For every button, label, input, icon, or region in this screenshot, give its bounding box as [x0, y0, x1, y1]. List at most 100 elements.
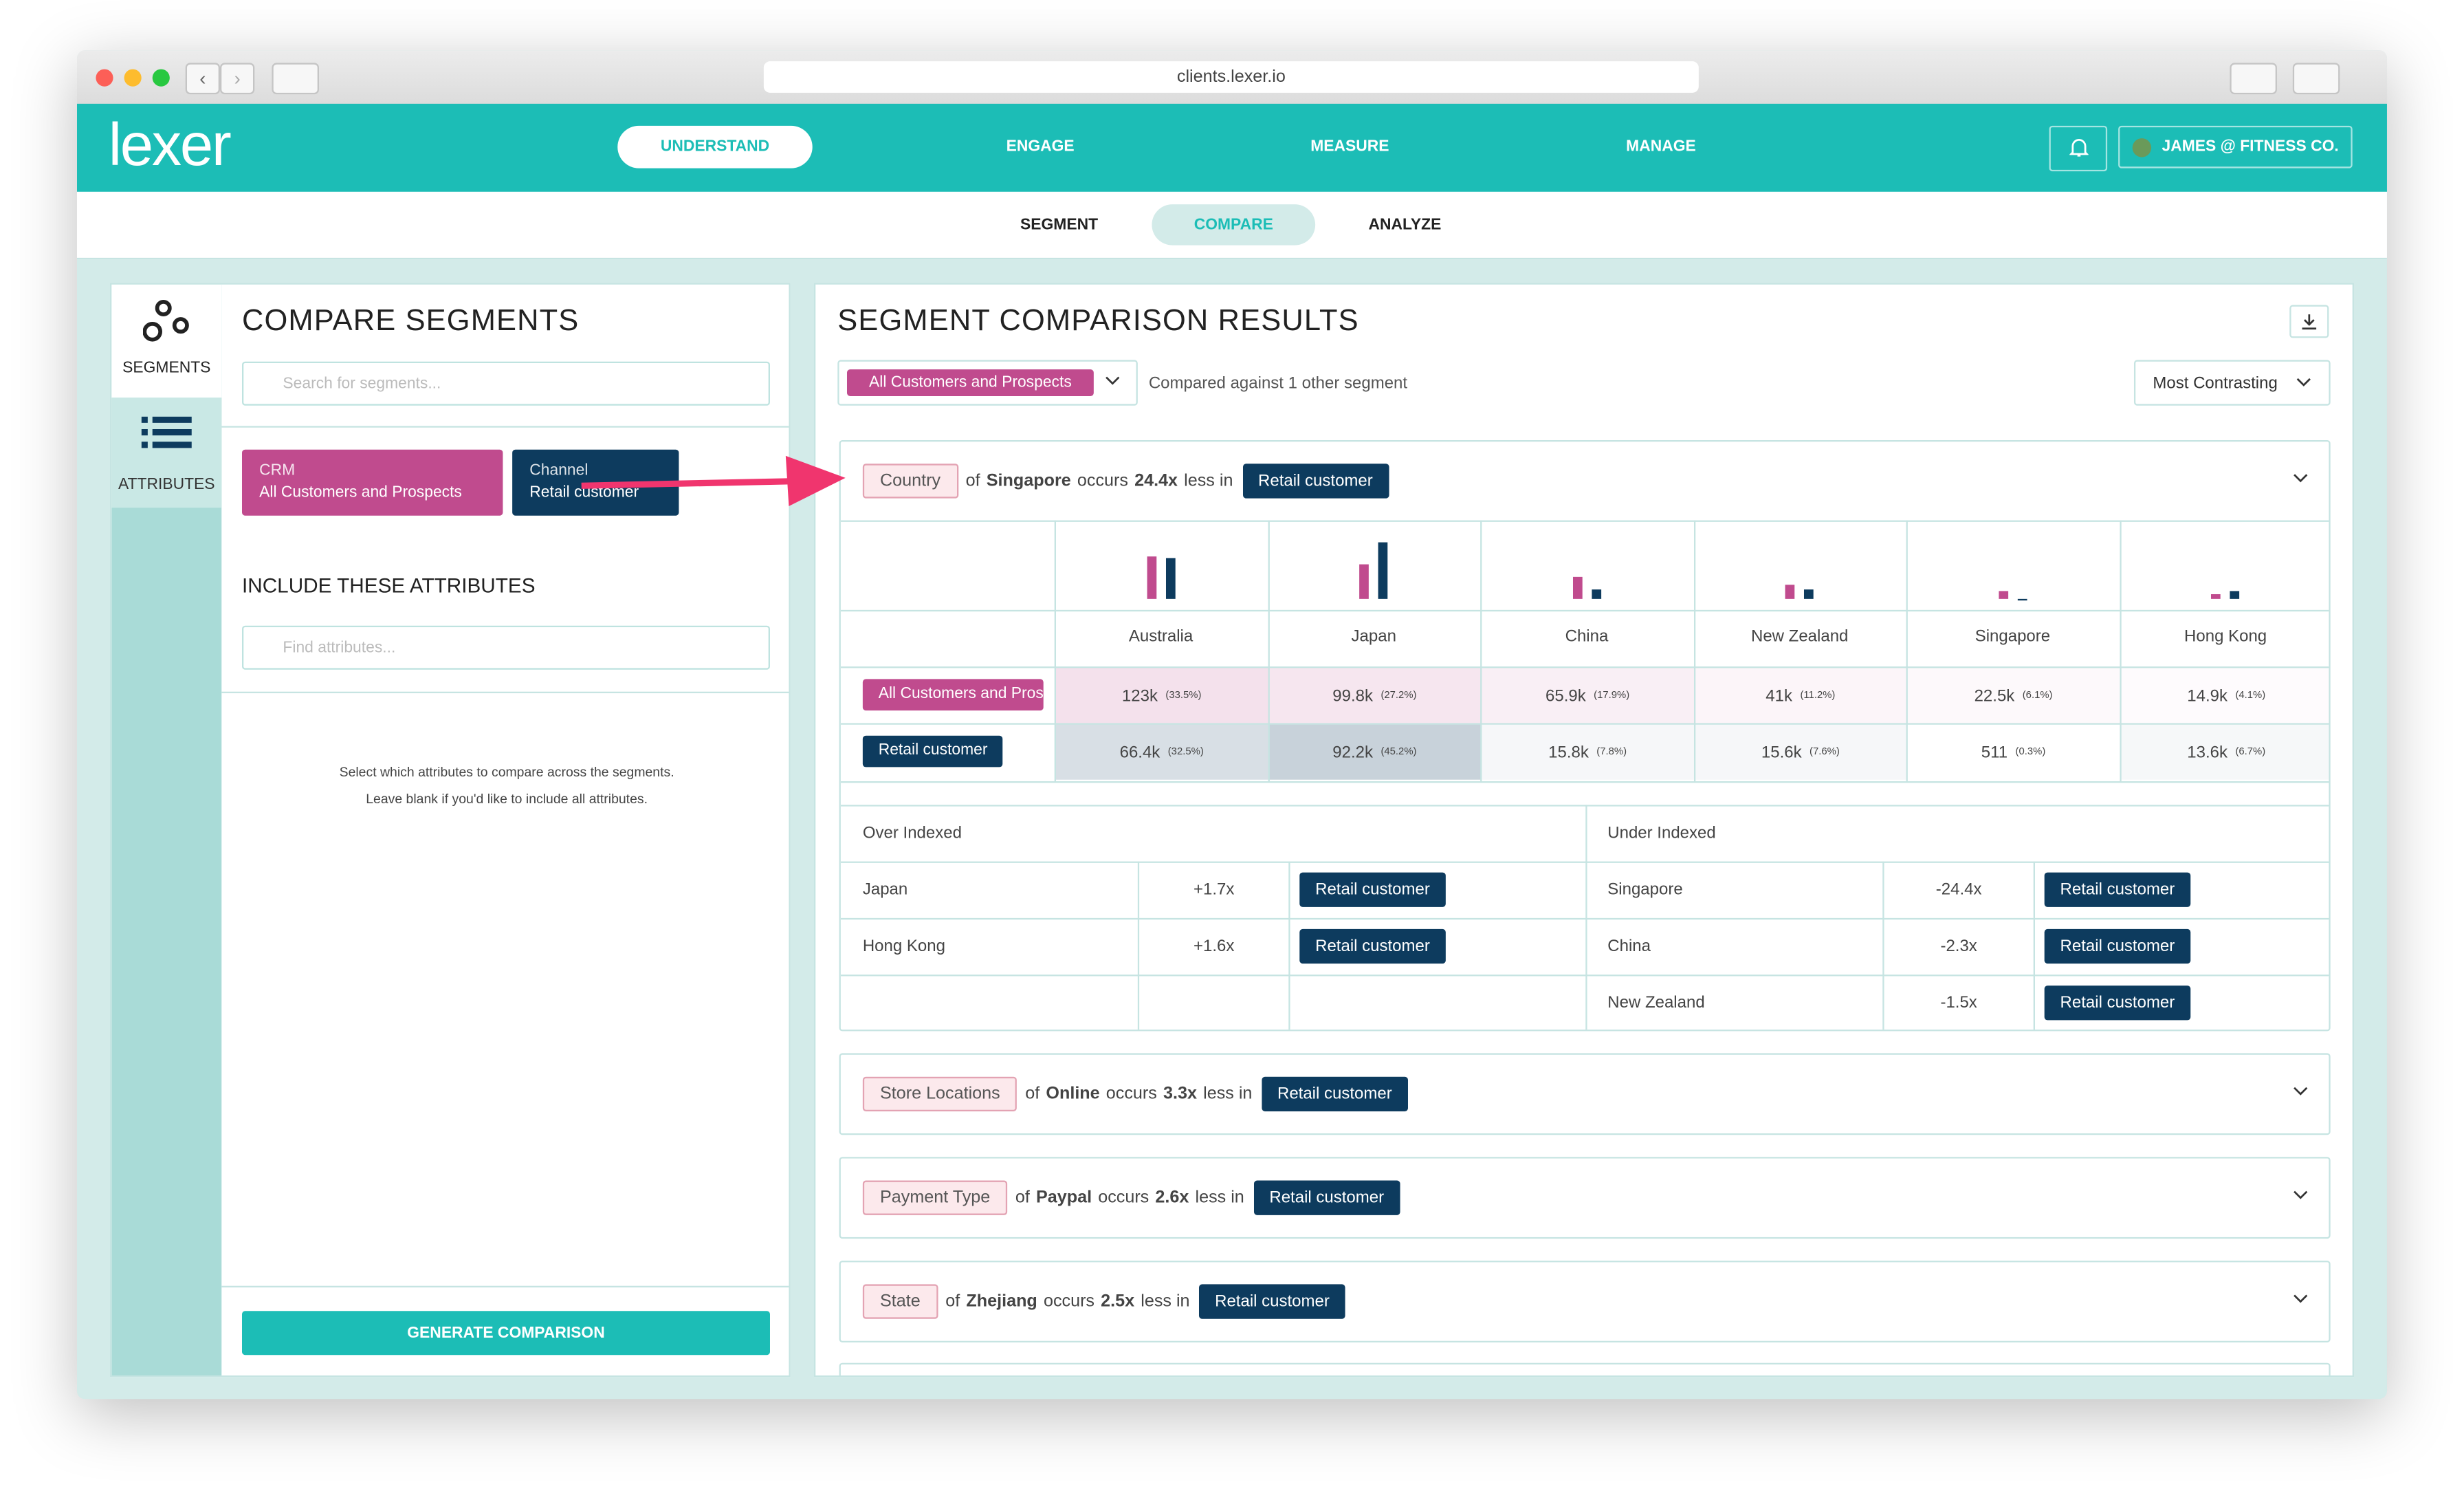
- download-button[interactable]: [2289, 305, 2329, 338]
- segment-chip[interactable]: Retail customer: [2044, 872, 2191, 907]
- table-line: [1693, 520, 1695, 781]
- address-bar[interactable]: clients.lexer.io: [763, 61, 1699, 93]
- forward-button[interactable]: ›: [219, 63, 255, 95]
- result-card[interactable]: Country of Singapore occurs 24.4x less in Reta…: [839, 439, 2331, 1032]
- hint: Leave blank if you'd like to include all…: [366, 790, 648, 807]
- bar: [1591, 589, 1601, 599]
- text: of: [945, 1292, 960, 1311]
- sidebar-tab[interactable]: ATTRIBUTES: [111, 398, 222, 508]
- tabs-button[interactable]: [2292, 63, 2340, 95]
- text: less in: [1195, 1188, 1244, 1208]
- expand-chevron[interactable]: [2293, 1190, 2309, 1201]
- result-card[interactable]: Payment Type of Paypal occurs 2.6x less in Ret…: [839, 1157, 2331, 1239]
- attribute-chip: Country: [862, 464, 958, 499]
- placeholder: Find attributes...: [283, 639, 396, 657]
- heat-cell: 65.9k (17.9%): [1482, 668, 1693, 723]
- account-avatar: [2132, 137, 2151, 157]
- nav-item[interactable]: ENGAGE: [1006, 138, 1075, 156]
- segment-chip: All Customers and Prospects: [862, 679, 1044, 711]
- table-line: [840, 917, 2329, 920]
- nav-item[interactable]: UNDERSTAND: [617, 125, 813, 168]
- cell-count: 15.6k: [1761, 742, 1802, 762]
- nav-item[interactable]: MANAGE: [1626, 138, 1696, 156]
- segment-name: All Customers and Prospects: [259, 483, 462, 502]
- heat-cell: 15.8k (7.8%): [1482, 724, 1693, 780]
- section-title: INCLUDE THESE ATTRIBUTES: [241, 574, 536, 598]
- card-header: Payment Type of Paypal occurs 2.6x less in Ret…: [862, 1159, 1400, 1237]
- attribute-value: Online: [1046, 1085, 1100, 1104]
- cell-share: (4.1%): [2235, 690, 2266, 701]
- back-button[interactable]: ‹: [185, 63, 220, 95]
- chevron: [1106, 376, 1120, 385]
- result-card[interactable]: [839, 1362, 2331, 1375]
- account-button[interactable]: JAMES @ FITNESS CO.: [2118, 125, 2353, 168]
- minimize-button[interactable]: [124, 69, 142, 87]
- index-label: Singapore: [1607, 880, 1683, 900]
- segment-chip[interactable]: Retail customer: [1299, 872, 1446, 907]
- table-line: [2033, 861, 2035, 1030]
- table-line: [1585, 805, 1587, 1030]
- sidebar-button[interactable]: [272, 63, 319, 95]
- generate-button[interactable]: GENERATE COMPARISON: [241, 1311, 770, 1356]
- text: less in: [1141, 1292, 1190, 1311]
- sub-nav-item[interactable]: COMPARE: [1152, 204, 1316, 246]
- bell-icon: [2069, 139, 2088, 157]
- column-label: Australia: [1128, 627, 1194, 646]
- table-line: [840, 520, 2329, 522]
- chevron: [2296, 378, 2311, 387]
- cell-share: (7.6%): [1810, 746, 1840, 758]
- zoom-button[interactable]: [152, 69, 170, 87]
- heat-cell: 14.9k (4.1%): [2121, 668, 2329, 723]
- segment-chip[interactable]: CRM All Customers and Prospects: [241, 449, 503, 516]
- factor: 2.5x: [1101, 1292, 1135, 1311]
- section-title: Under Indexed: [1607, 823, 1716, 843]
- column-label: Singapore: [1974, 627, 2051, 646]
- logo[interactable]: lexer: [108, 113, 232, 179]
- cell-share: (45.2%): [1380, 746, 1417, 758]
- close-button[interactable]: [96, 69, 113, 87]
- bar: [1804, 589, 1814, 599]
- notifications-button[interactable]: [2049, 125, 2108, 172]
- bar: [1165, 558, 1176, 599]
- segment-search[interactable]: Search for segments...: [241, 361, 770, 406]
- cell-share: (6.7%): [2235, 746, 2266, 758]
- expand-chevron[interactable]: [2293, 1086, 2309, 1097]
- sort-label: Most Contrasting: [2153, 373, 2278, 393]
- segment-chip[interactable]: Retail customer: [1299, 928, 1446, 964]
- expand-chevron[interactable]: [2293, 473, 2309, 484]
- sub-nav-item[interactable]: SEGMENT: [1020, 216, 1099, 234]
- sidebar-tab-active[interactable]: SEGMENTS: [111, 284, 222, 398]
- nav-item[interactable]: MEASURE: [1310, 138, 1389, 156]
- bar: [1359, 565, 1370, 599]
- segment-chip[interactable]: Retail customer: [2044, 986, 2191, 1021]
- sub-nav-item[interactable]: ANALYZE: [1368, 216, 1442, 234]
- attribute-value: Zhejiang: [966, 1292, 1037, 1311]
- browser-window: ‹ › clients.lexer.io lexer UNDERSTAND EN…: [76, 50, 2387, 1400]
- text: less in: [1184, 471, 1233, 491]
- attribute-chip: State: [862, 1284, 938, 1319]
- sub-nav: SEGMENT COMPARE ANALYZE: [76, 191, 2387, 260]
- section-title: Over Indexed: [862, 823, 962, 843]
- segment-dropdown[interactable]: All Customers and Prospects: [837, 360, 1138, 406]
- sort-dropdown[interactable]: Most Contrasting: [2133, 360, 2331, 406]
- attribute-search[interactable]: Find attributes...: [241, 625, 770, 670]
- bar: [1146, 556, 1156, 599]
- cell-count: 99.8k: [1332, 686, 1374, 706]
- sidebar-label: SEGMENTS: [122, 360, 211, 378]
- results-panel: SEGMENT COMPARISON RESULTS All Customers…: [813, 283, 2354, 1378]
- result-card[interactable]: Store Locations of Online occurs 3.3x less in…: [839, 1053, 2331, 1135]
- index-factor: -1.5x: [1940, 993, 1977, 1012]
- attribute-chip: Payment Type: [862, 1180, 1008, 1215]
- expand-chevron[interactable]: [2293, 1294, 2309, 1305]
- heat-cell: 99.8k (27.2%): [1268, 668, 1481, 723]
- segment-chip: Retail customer: [1262, 1076, 1408, 1111]
- result-card[interactable]: State of Zhejiang occurs 2.5x less in Retail c…: [839, 1261, 2331, 1342]
- cell-share: (17.9%): [1594, 690, 1630, 701]
- index-label: China: [1607, 937, 1651, 956]
- text: occurs: [1043, 1292, 1095, 1311]
- share-button[interactable]: [2230, 63, 2277, 95]
- segment-chip[interactable]: Retail customer: [2044, 928, 2191, 964]
- placeholder: Search for segments...: [283, 375, 441, 393]
- cell-count: 66.4k: [1119, 742, 1160, 762]
